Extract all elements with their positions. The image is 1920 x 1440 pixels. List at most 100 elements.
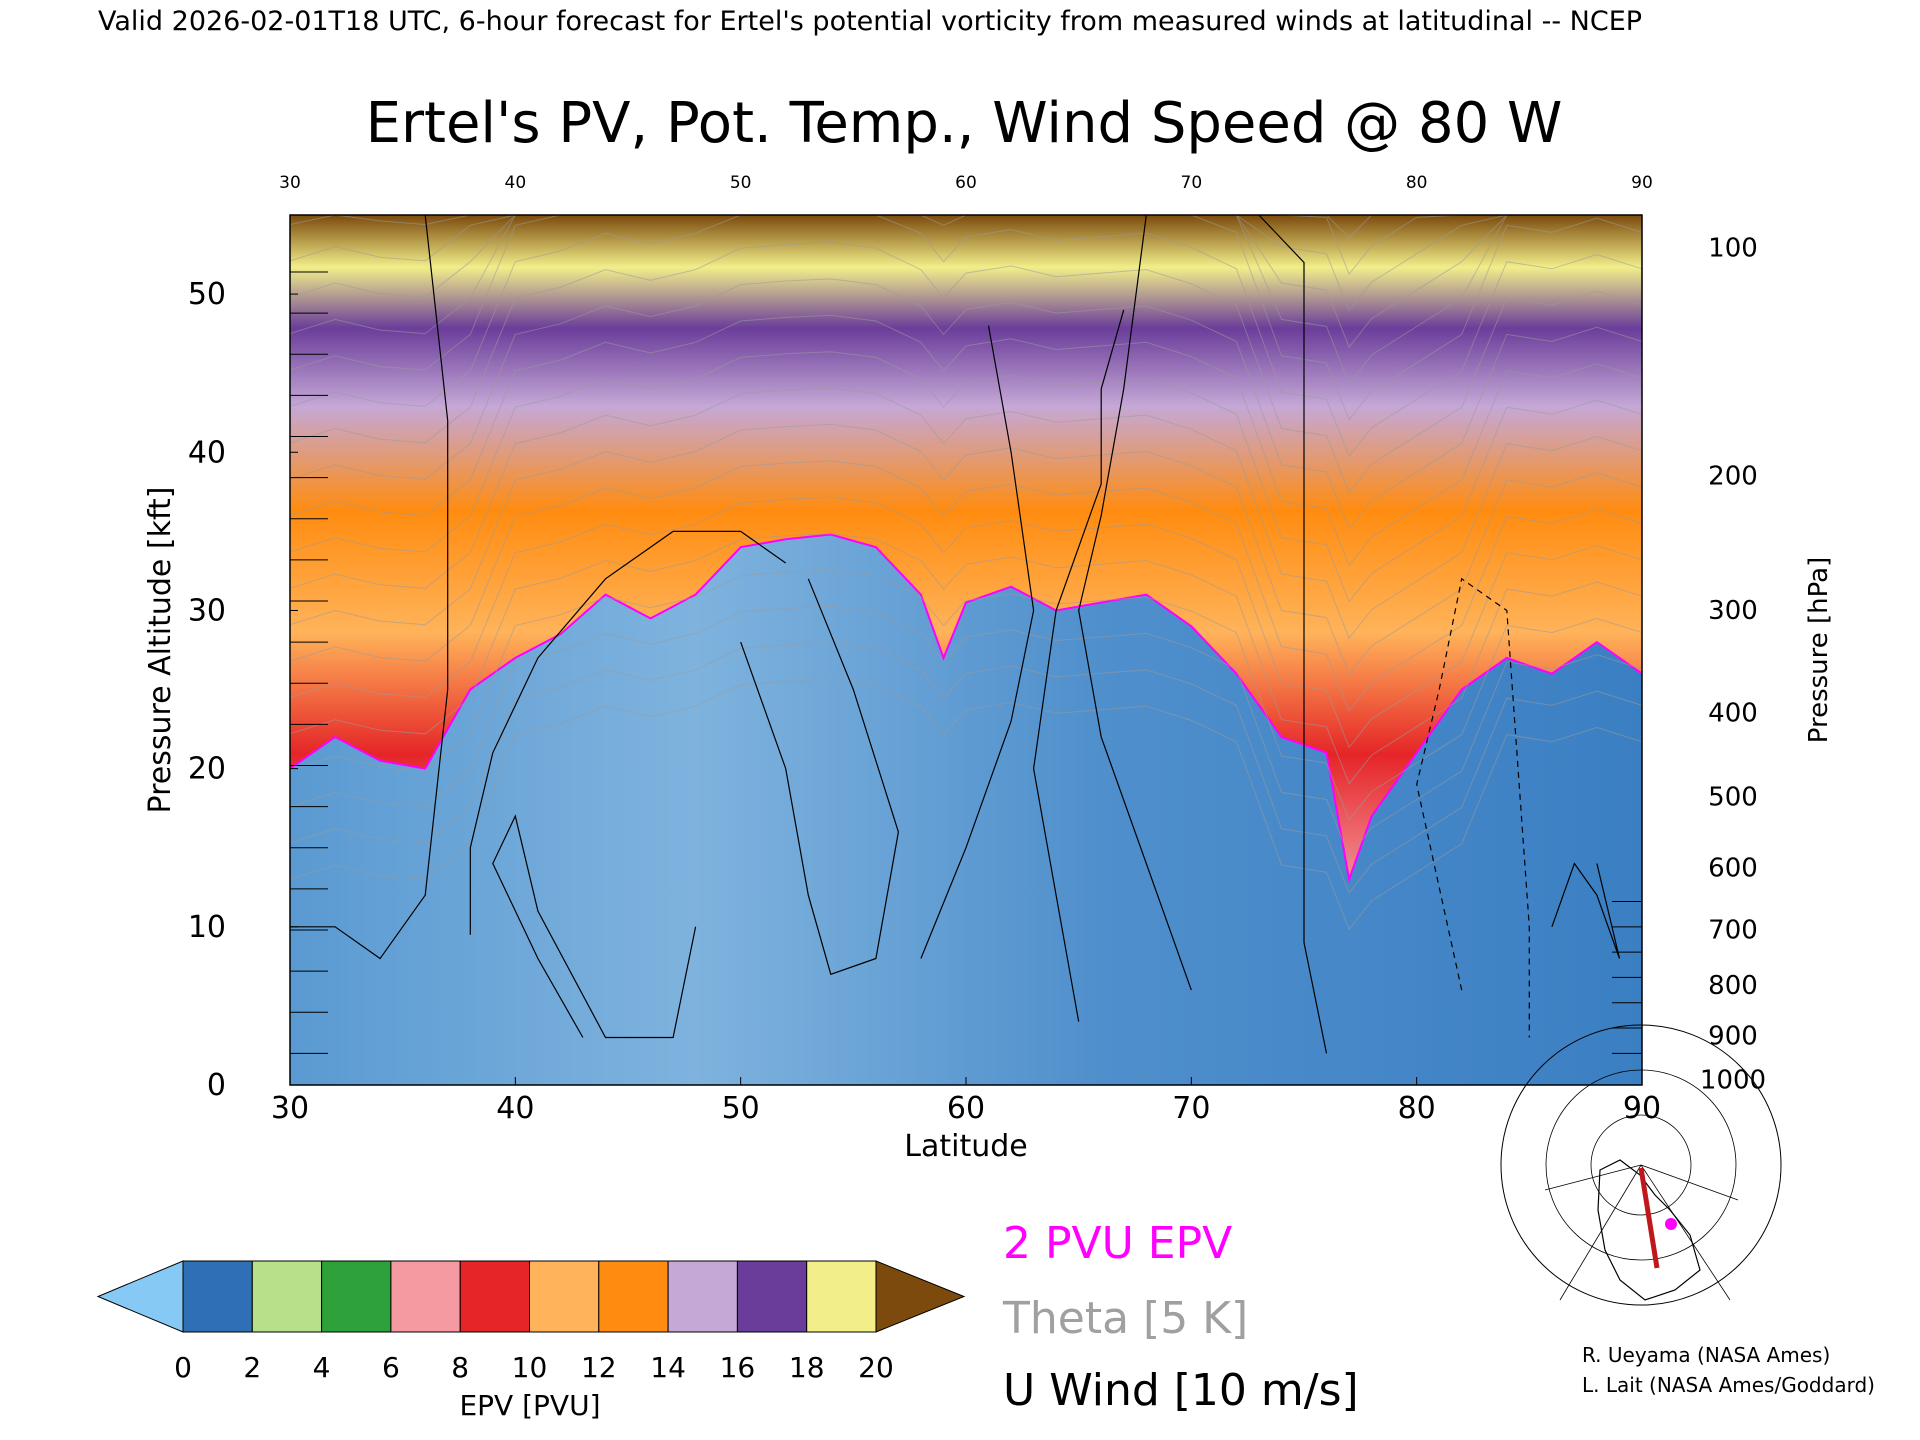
x-tick-label: 80 xyxy=(1398,1091,1436,1126)
x-tick-label: 30 xyxy=(271,1091,309,1126)
wind-contours xyxy=(290,214,1642,1054)
pressure-tick-label: 700 xyxy=(1708,915,1758,945)
theta-line xyxy=(289,278,1643,530)
legend-theta: Theta [5 K] xyxy=(1002,1293,1248,1344)
colorbar-segment xyxy=(321,1260,392,1333)
pv-2pvu-contour xyxy=(289,533,1643,884)
x-tick-label: 90 xyxy=(1623,1091,1661,1126)
theta-line xyxy=(289,241,1643,494)
pressure-tick-label: 400 xyxy=(1708,699,1758,729)
theta-line xyxy=(289,351,1643,603)
colorbar-tick-label: 16 xyxy=(720,1351,756,1384)
wind-contour-line xyxy=(1258,214,1328,1054)
colorbar-tick-label: 6 xyxy=(382,1351,400,1384)
troposphere-field xyxy=(290,534,1642,1085)
colorbar-segment xyxy=(459,1260,531,1333)
y-tick-label: 30 xyxy=(188,593,226,628)
wind-contour-line xyxy=(1078,214,1192,991)
theta-line xyxy=(289,423,1643,676)
x-top-tick-label: 40 xyxy=(505,173,527,193)
colorbar-tick-label: 2 xyxy=(243,1351,261,1384)
x-top-tick-label: 80 xyxy=(1406,173,1428,193)
colorbar-tick-label: 4 xyxy=(313,1351,331,1384)
colorbar-tick-label: 8 xyxy=(451,1351,469,1384)
theta-line xyxy=(289,569,1643,821)
x-axis-top: 30 40 50 60 70 80 90 xyxy=(279,173,1653,193)
theta-line xyxy=(289,496,1643,749)
colorbar-segment xyxy=(390,1260,461,1333)
y2-axis-label: Pressure [hPa] xyxy=(1804,557,1834,744)
pressure-tick-label: 600 xyxy=(1708,854,1758,884)
theta-line xyxy=(289,605,1643,858)
wind-contour-line xyxy=(469,530,787,935)
plot-area xyxy=(289,214,1643,1086)
y-tick-label: 20 xyxy=(188,752,226,787)
pressure-tick-label: 900 xyxy=(1708,1021,1758,1051)
wind-contour-line xyxy=(1032,309,1125,1022)
theta-line xyxy=(289,460,1643,712)
location-map-inset xyxy=(1500,1024,1782,1306)
y-tick-label: 10 xyxy=(188,910,226,945)
x-top-tick-label: 70 xyxy=(1181,173,1203,193)
pressure-tick-label: 500 xyxy=(1708,783,1758,813)
colorbar-tick-label: 20 xyxy=(858,1351,894,1384)
y-tick-label: 50 xyxy=(188,277,226,312)
y-axis-left: 0 10 20 30 40 50 xyxy=(188,277,298,1103)
x-top-tick-label: 60 xyxy=(955,173,977,193)
colorbar-segment xyxy=(667,1260,738,1333)
theta-line xyxy=(289,678,1643,931)
valid-time-header: Valid 2026-02-01T18 UTC, 6-hour forecast… xyxy=(98,6,1642,37)
legend-2pvu: 2 PVU EPV xyxy=(1003,1218,1232,1269)
theta-line xyxy=(289,314,1643,567)
legend-u-wind: U Wind [10 m/s] xyxy=(1003,1365,1359,1416)
pressure-tick-label: 300 xyxy=(1708,596,1758,626)
cross-section-path xyxy=(1638,1167,1660,1269)
wind-contour-line xyxy=(290,214,449,960)
colorbar-tick-label: 14 xyxy=(650,1351,686,1384)
credit-line-1: R. Ueyama (NASA Ames) xyxy=(1582,1343,1830,1367)
wind-contour-line xyxy=(920,325,1035,959)
chart-title: Ertel's PV, Pot. Temp., Wind Speed @ 80 … xyxy=(366,91,1563,156)
theta-line xyxy=(289,214,1643,458)
colorbar-low-arrow xyxy=(96,1260,184,1333)
colorbar-tick-label: 18 xyxy=(789,1351,825,1384)
pressure-tick-label: 200 xyxy=(1708,461,1758,491)
y-tick-label: 40 xyxy=(188,435,226,470)
pressure-tick-label: 100 xyxy=(1708,234,1758,264)
colorbar-tick-label: 0 xyxy=(174,1351,192,1384)
x-axis-label: Latitude xyxy=(904,1129,1027,1164)
x-axis-bottom: 30 40 50 60 70 80 90 xyxy=(271,1077,1661,1126)
colorbar-high-arrow xyxy=(875,1260,966,1333)
x-top-tick-label: 90 xyxy=(1631,173,1653,193)
x-tick-label: 40 xyxy=(496,1091,534,1126)
epv-colorbar: 0 2 4 6 8 10 12 14 16 18 20 xyxy=(96,1260,966,1384)
theta-line xyxy=(289,387,1643,640)
colorbar-segment xyxy=(182,1260,253,1333)
y-axis-label: Pressure Altitude [kft] xyxy=(143,487,178,814)
colorbar-segment xyxy=(529,1260,600,1333)
colorbar-segment xyxy=(598,1260,669,1333)
wind-contour-line xyxy=(1551,862,1621,959)
x-top-tick-label: 30 xyxy=(279,173,301,193)
colorbar-tick-label: 12 xyxy=(581,1351,617,1384)
colorbar-tick-label: 10 xyxy=(512,1351,548,1384)
x-tick-label: 50 xyxy=(722,1091,760,1126)
pressure-tick-label: 1000 xyxy=(1700,1066,1766,1096)
wind-contour-line xyxy=(1416,577,1530,1038)
wind-contour-line xyxy=(492,814,697,1039)
x-tick-label: 60 xyxy=(947,1091,985,1126)
pressure-tick-label: 800 xyxy=(1708,971,1758,1001)
colorbar-segment xyxy=(251,1260,323,1333)
colorbar-segment xyxy=(736,1260,808,1333)
theta-line xyxy=(289,642,1643,894)
map-marker xyxy=(1665,1218,1677,1230)
colorbar-segment xyxy=(806,1260,877,1333)
x-top-tick-label: 50 xyxy=(730,173,752,193)
colorbar-label: EPV [PVU] xyxy=(459,1389,600,1422)
y-tick-label: 0 xyxy=(207,1068,226,1103)
theta-line xyxy=(289,533,1643,785)
wind-contour-line xyxy=(740,578,900,976)
y-axis-right: 100 200 300 400 500 600 700 800 900 1000 xyxy=(1700,234,1766,1096)
x-tick-label: 70 xyxy=(1172,1091,1210,1126)
